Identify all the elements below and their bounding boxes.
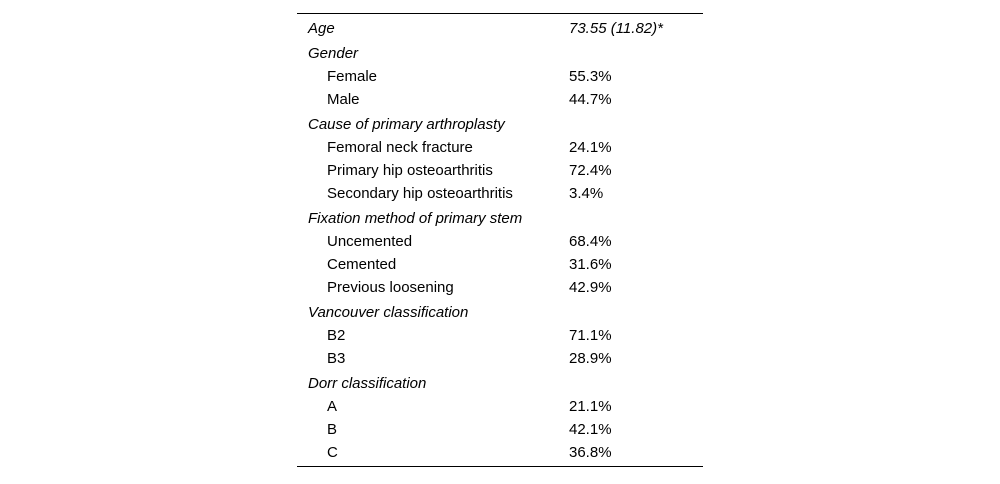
table-row: B2 71.1% xyxy=(297,324,703,347)
row-label: Gender xyxy=(308,45,359,62)
table-row: B 42.1% xyxy=(297,418,703,441)
row-label: C xyxy=(327,444,338,461)
row-label: Dorr classification xyxy=(308,375,427,392)
row-label: Female xyxy=(327,68,378,85)
table-row: Dorr classification xyxy=(297,372,703,395)
row-value: 36.8% xyxy=(569,444,612,461)
table-row: Uncemented 68.4% xyxy=(297,230,703,253)
table-row: Previous loosening 42.9% xyxy=(297,276,703,299)
table-row: Primary hip osteoarthritis 72.4% xyxy=(297,159,703,182)
row-value: 42.1% xyxy=(569,421,612,438)
row-value: 55.3% xyxy=(569,68,612,85)
demographics-table: Age 73.55 (11.82)* Gender Female 55.3% Male 44… xyxy=(297,13,703,467)
table-row: Gender xyxy=(297,42,703,65)
row-label: Secondary hip osteoarthritis xyxy=(327,185,513,202)
row-value: 72.4% xyxy=(569,162,612,179)
row-label: B2 xyxy=(327,327,346,344)
table-row: Cause of primary arthroplasty xyxy=(297,113,703,136)
row-label: A xyxy=(327,398,338,415)
row-label: Previous loosening xyxy=(327,279,454,296)
row-label: B xyxy=(327,421,338,438)
row-label: Femoral neck fracture xyxy=(327,139,473,156)
row-value: 42.9% xyxy=(569,279,612,296)
table-row: Secondary hip osteoarthritis 3.4% xyxy=(297,182,703,205)
row-value: 71.1% xyxy=(569,327,612,344)
row-label: Uncemented xyxy=(327,233,413,250)
table-row: Femoral neck fracture 24.1% xyxy=(297,136,703,159)
row-label: Cemented xyxy=(327,256,397,273)
row-value: 24.1% xyxy=(569,139,612,156)
row-value: 21.1% xyxy=(569,398,612,415)
row-label: Vancouver classification xyxy=(308,304,469,321)
row-label: B3 xyxy=(327,350,346,367)
row-value: 31.6% xyxy=(569,256,612,273)
table-row: A 21.1% xyxy=(297,395,703,418)
row-label: Cause of primary arthroplasty xyxy=(308,116,505,133)
row-label: Male xyxy=(327,91,360,108)
table-row: Age 73.55 (11.82)* xyxy=(297,17,703,40)
table-row: B3 28.9% xyxy=(297,347,703,370)
table-row: Cemented 31.6% xyxy=(297,253,703,276)
table-row: C 36.8% xyxy=(297,441,703,464)
table-row: Female 55.3% xyxy=(297,65,703,88)
row-value: 73.55 (11.82)* xyxy=(569,20,663,37)
row-label: Primary hip osteoarthritis xyxy=(327,162,493,179)
row-label: Fixation method of primary stem xyxy=(308,210,523,227)
row-value: 68.4% xyxy=(569,233,612,250)
row-value: 44.7% xyxy=(569,91,612,108)
table-row: Vancouver classification xyxy=(297,301,703,324)
row-value: 28.9% xyxy=(569,350,612,367)
row-value: 3.4% xyxy=(569,185,604,202)
table-row: Male 44.7% xyxy=(297,88,703,111)
table-row: Fixation method of primary stem xyxy=(297,207,703,230)
row-label: Age xyxy=(308,20,335,37)
